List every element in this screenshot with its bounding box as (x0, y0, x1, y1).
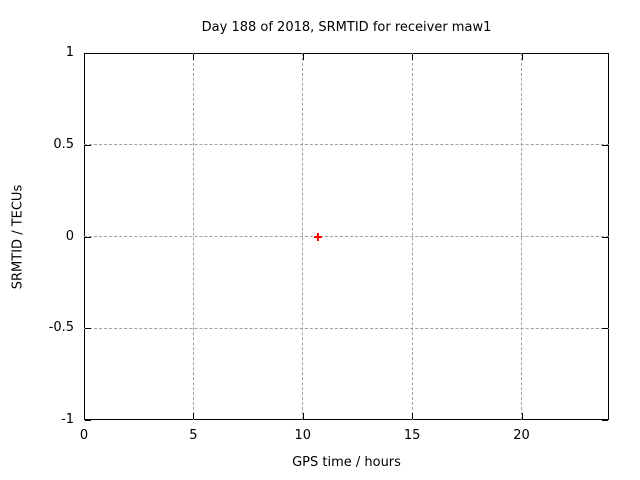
x-tick-label: 10 (294, 428, 312, 443)
y-tick-label: -0.5 (48, 320, 74, 336)
tick-mark-y-left (85, 144, 91, 146)
x-tick-label: 5 (189, 428, 198, 443)
grid-line-y (84, 327, 609, 329)
tick-mark-y-right (602, 144, 608, 146)
tick-mark-x-top (521, 54, 523, 60)
tick-mark-y-left (85, 420, 91, 421)
tick-mark-x-bottom (302, 413, 304, 419)
y-tick-label: -1 (61, 412, 74, 427)
y-tick-label: 0 (65, 228, 74, 244)
tick-mark-x-bottom (412, 413, 414, 419)
tick-mark-y-right (602, 236, 608, 238)
tick-mark-y-right (602, 420, 608, 421)
tick-mark-x-bottom (521, 413, 523, 419)
tick-mark-y-left (85, 236, 91, 238)
grid-line-y (84, 236, 609, 237)
tick-mark-x-top (84, 54, 85, 60)
tick-mark-x-top (193, 54, 195, 60)
tick-mark-y-left (85, 328, 91, 330)
tick-mark-y-left (85, 53, 91, 54)
tick-mark-y-right (602, 328, 608, 330)
x-tick-label: 20 (513, 428, 530, 443)
tick-mark-x-bottom (84, 413, 85, 419)
y-tick-label: 0.5 (53, 136, 74, 152)
tick-mark-x-bottom (193, 413, 195, 419)
x-tick-label: 0 (79, 428, 89, 443)
tick-mark-y-right (602, 53, 608, 54)
x-axis-title: GPS time / hours (292, 455, 401, 470)
grid-line-y (84, 144, 609, 146)
tick-mark-x-top (412, 54, 414, 60)
plus-vertical-bar (317, 232, 320, 241)
y-tick-label: 1 (65, 45, 74, 60)
data-point-plus (314, 232, 323, 241)
chart-title: Day 188 of 2018, SRMTID for receiver maw… (201, 20, 492, 35)
x-tick-label: 15 (403, 428, 421, 443)
tick-mark-x-top (302, 54, 304, 60)
